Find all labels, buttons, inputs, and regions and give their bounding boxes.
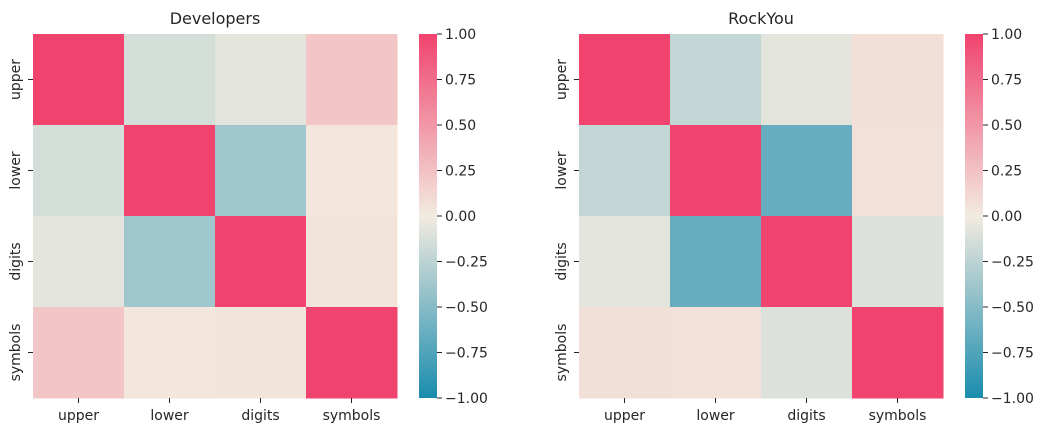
heatmap-cell-upper-digits bbox=[215, 34, 307, 126]
heatmap-cell-upper-symbols bbox=[852, 34, 944, 126]
heatmap-cell-lower-lower bbox=[124, 125, 216, 217]
colorbar-tick-label: −0.50 bbox=[445, 300, 488, 316]
x-tick-label-digits: digits bbox=[241, 408, 279, 424]
heatmap-cell-digits-symbols bbox=[852, 216, 944, 308]
heatmap-cell-symbols-symbols bbox=[306, 307, 398, 399]
x-tick-label-symbols: symbols bbox=[323, 408, 381, 424]
heatmap-cell-upper-lower bbox=[124, 34, 216, 126]
chart-title: RockYou bbox=[728, 9, 794, 28]
x-tick-label-upper: upper bbox=[604, 408, 645, 424]
x-tick-label-lower: lower bbox=[696, 408, 735, 424]
colorbar-tick-label: 0.25 bbox=[991, 164, 1022, 180]
heatmap-cell-symbols-lower bbox=[670, 307, 762, 399]
heatmap-cell-lower-upper bbox=[33, 125, 125, 217]
x-tick-label-lower: lower bbox=[150, 408, 189, 424]
heatmap-cell-symbols-digits bbox=[761, 307, 853, 399]
colorbar-tick-label: −0.25 bbox=[445, 255, 488, 271]
heatmap-cell-lower-digits bbox=[761, 125, 853, 217]
colorbar-tick-label: 0.00 bbox=[991, 209, 1022, 225]
heatmap-cell-digits-lower bbox=[124, 216, 216, 308]
y-tick-label-lower: lower bbox=[554, 151, 570, 190]
y-tick-label-digits: digits bbox=[554, 242, 570, 280]
y-tick-label-upper: upper bbox=[554, 59, 570, 100]
heatmap-cell-symbols-upper bbox=[579, 307, 671, 399]
heatmap-cell-lower-digits bbox=[215, 125, 307, 217]
heatmap-cell-digits-symbols bbox=[306, 216, 398, 308]
heatmap-cell-symbols-lower bbox=[124, 307, 216, 399]
heatmap-cell-upper-digits bbox=[761, 34, 853, 126]
colorbar-tick-label: 0.00 bbox=[445, 209, 476, 225]
heatmap-panel-developers: Developers upper lower digits symbols upper lo… bbox=[8, 9, 488, 424]
chart-title: Developers bbox=[170, 9, 261, 28]
heatmap-cell-upper-upper bbox=[579, 34, 671, 126]
y-tick-label-symbols: symbols bbox=[554, 324, 570, 382]
colorbar-tick-label: 0.75 bbox=[445, 73, 476, 89]
colorbar-tick-label: −0.25 bbox=[991, 255, 1034, 271]
heatmap-cell-digits-upper bbox=[579, 216, 671, 308]
y-tick-label-digits: digits bbox=[8, 242, 24, 280]
colorbar-tick-label: −1.00 bbox=[445, 391, 488, 407]
heatmap-cell-upper-lower bbox=[670, 34, 762, 126]
colorbar bbox=[965, 34, 983, 398]
heatmap-cell-symbols-digits bbox=[215, 307, 307, 399]
colorbar-tick-label: −0.50 bbox=[991, 300, 1034, 316]
x-tick-label-upper: upper bbox=[58, 408, 99, 424]
colorbar-tick-label: −0.75 bbox=[991, 346, 1034, 362]
heatmap-cell-digits-digits bbox=[215, 216, 307, 308]
heatmap-cell-symbols-upper bbox=[33, 307, 125, 399]
colorbar bbox=[419, 34, 437, 398]
heatmap-cell-symbols-symbols bbox=[852, 307, 944, 399]
colorbar-tick-label: 1.00 bbox=[445, 27, 476, 43]
heatmap-cell-lower-upper bbox=[579, 125, 671, 217]
colorbar-tick-label: 1.00 bbox=[991, 27, 1022, 43]
y-tick-label-symbols: symbols bbox=[8, 324, 24, 382]
colorbar-tick-label: 0.75 bbox=[991, 73, 1022, 89]
heatmap-cell-digits-upper bbox=[33, 216, 125, 308]
colorbar-tick-label: −0.75 bbox=[445, 346, 488, 362]
y-tick-label-lower: lower bbox=[8, 151, 24, 190]
colorbar-tick-label: 0.25 bbox=[445, 164, 476, 180]
y-tick-label-upper: upper bbox=[8, 59, 24, 100]
x-tick-label-digits: digits bbox=[787, 408, 825, 424]
heatmap-cell-digits-lower bbox=[670, 216, 762, 308]
heatmap-cell-lower-symbols bbox=[852, 125, 944, 217]
heatmap-cell-lower-symbols bbox=[306, 125, 398, 217]
heatmap-panel-rockyou: RockYou upper lower digits symbols upper lower… bbox=[554, 9, 1034, 424]
colorbar-tick-label: 0.50 bbox=[445, 118, 476, 134]
heatmap-cell-lower-lower bbox=[670, 125, 762, 217]
heatmap-cell-upper-upper bbox=[33, 34, 125, 126]
colorbar-tick-label: −1.00 bbox=[991, 391, 1034, 407]
heatmap-cell-digits-digits bbox=[761, 216, 853, 308]
x-tick-label-symbols: symbols bbox=[869, 408, 927, 424]
colorbar-tick-label: 0.50 bbox=[991, 118, 1022, 134]
heatmap-cell-upper-symbols bbox=[306, 34, 398, 126]
